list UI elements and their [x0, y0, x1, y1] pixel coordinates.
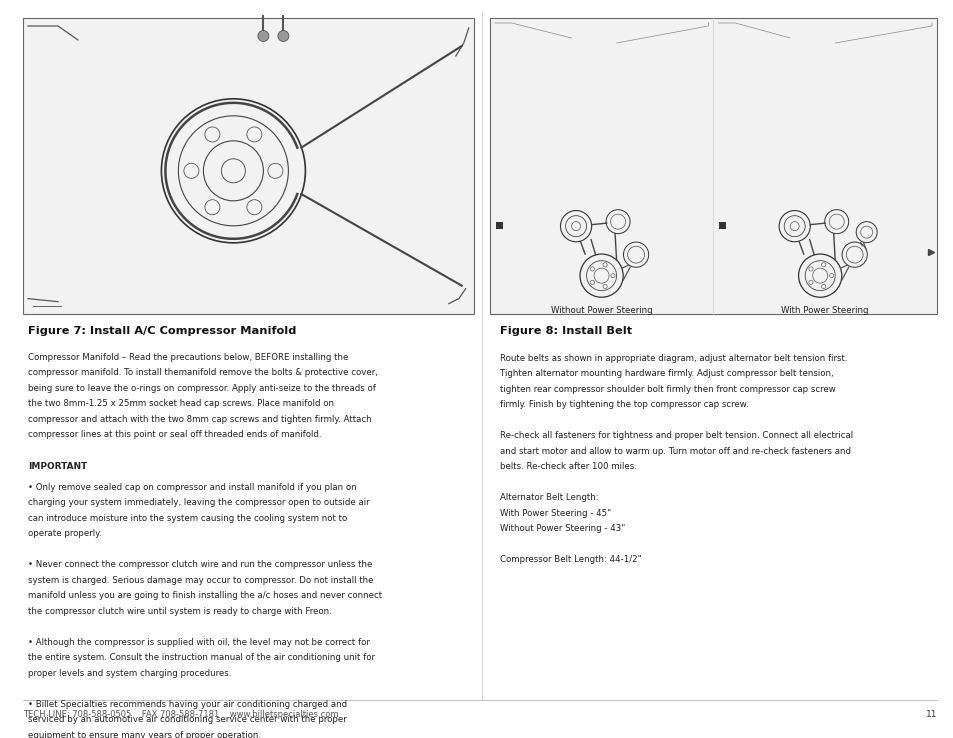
Text: the two 8mm-1.25 x 25mm socket head cap screws. Place manifold on: the two 8mm-1.25 x 25mm socket head cap … — [28, 399, 334, 408]
Text: • Billet Specialties recommends having your air conditioning charged and: • Billet Specialties recommends having y… — [28, 700, 347, 708]
Text: Compressor Manifold – Read the precautions below, BEFORE installing the: Compressor Manifold – Read the precautio… — [28, 353, 348, 362]
Circle shape — [277, 30, 289, 41]
Text: proper levels and system charging procedures.: proper levels and system charging proced… — [28, 669, 232, 677]
Bar — [489, 18, 936, 314]
Text: Without Power Steering: Without Power Steering — [550, 306, 652, 314]
Bar — [719, 222, 725, 230]
Text: the compressor clutch wire until system is ready to charge with Freon.: the compressor clutch wire until system … — [28, 607, 332, 615]
Text: tighten rear compressor shoulder bolt firmly then front compressor cap screw: tighten rear compressor shoulder bolt fi… — [499, 384, 835, 393]
Text: operate properly.: operate properly. — [28, 529, 102, 538]
Text: Tighten alternator mounting hardware firmly. Adjust compressor belt tension,: Tighten alternator mounting hardware fir… — [499, 369, 833, 378]
Text: the entire system. Consult the instruction manual of the air conditioning unit f: the entire system. Consult the instructi… — [28, 653, 375, 662]
Text: 11: 11 — [924, 710, 936, 719]
Bar — [23, 18, 474, 314]
Text: compressor lines at this point or seal off threaded ends of manifold.: compressor lines at this point or seal o… — [28, 430, 321, 439]
Text: Figure 8: Install Belt: Figure 8: Install Belt — [499, 325, 631, 336]
Text: manifold unless you are going to finish installing the a/c hoses and never conne: manifold unless you are going to finish … — [28, 591, 382, 600]
Text: With Power Steering: With Power Steering — [781, 306, 868, 314]
Text: • Although the compressor is supplied with oil, the level may not be correct for: • Although the compressor is supplied wi… — [28, 638, 370, 646]
Text: • Never connect the compressor clutch wire and run the compressor unless the: • Never connect the compressor clutch wi… — [28, 560, 372, 569]
Text: Route belts as shown in appropriate diagram, adjust alternator belt tension firs: Route belts as shown in appropriate diag… — [499, 354, 846, 362]
Text: Re-check all fasteners for tightness and proper belt tension. Connect all electr: Re-check all fasteners for tightness and… — [499, 431, 852, 440]
Text: firmly. Finish by tightening the top compressor cap screw.: firmly. Finish by tightening the top com… — [499, 400, 747, 409]
Text: IMPORTANT: IMPORTANT — [28, 462, 87, 471]
Text: compressor and attach with the two 8mm cap screws and tighten firmly. Attach: compressor and attach with the two 8mm c… — [28, 415, 372, 424]
Text: system is charged. Serious damage may occur to compressor. Do not install the: system is charged. Serious damage may oc… — [28, 576, 374, 584]
Text: equipment to ensure many years of proper operation.: equipment to ensure many years of proper… — [28, 731, 261, 738]
Text: Figure 7: Install A/C Compressor Manifold: Figure 7: Install A/C Compressor Manifol… — [28, 325, 296, 336]
Text: Without Power Steering - 43": Without Power Steering - 43" — [499, 524, 624, 533]
Text: serviced by an automotive air conditioning service center with the proper: serviced by an automotive air conditioni… — [28, 715, 346, 724]
Text: Alternator Belt Length:: Alternator Belt Length: — [499, 493, 598, 502]
Text: TECH LINE: 708-588-0505    FAX 708-588-7181    www.billetspecialties.com: TECH LINE: 708-588-0505 FAX 708-588-7181… — [23, 710, 338, 719]
Text: • Only remove sealed cap on compressor and install manifold if you plan on: • Only remove sealed cap on compressor a… — [28, 483, 356, 492]
Text: Compressor Belt Length: 44-1/2": Compressor Belt Length: 44-1/2" — [499, 555, 640, 564]
Text: and start motor and allow to warm up. Turn motor off and re-check fasteners and: and start motor and allow to warm up. Tu… — [499, 446, 850, 455]
Bar — [496, 222, 502, 230]
Text: being sure to leave the o-rings on compressor. Apply anti-seize to the threads o: being sure to leave the o-rings on compr… — [28, 384, 375, 393]
Text: With Power Steering - 45": With Power Steering - 45" — [499, 508, 610, 517]
Text: belts. Re-check after 100 miles.: belts. Re-check after 100 miles. — [499, 462, 636, 471]
Circle shape — [257, 30, 269, 41]
Text: compressor manifold. To install themanifold remove the bolts & protective cover,: compressor manifold. To install themanif… — [28, 368, 377, 377]
Text: can introduce moisture into the system causing the cooling system not to: can introduce moisture into the system c… — [28, 514, 347, 523]
Text: charging your system immediately, leaving the compressor open to outside air: charging your system immediately, leavin… — [28, 498, 369, 507]
